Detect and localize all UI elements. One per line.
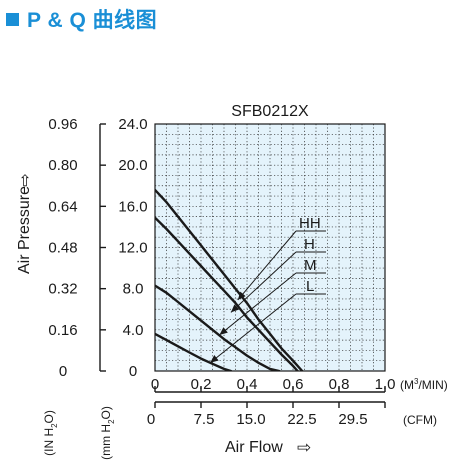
y-tick-label-in: 0 xyxy=(59,363,67,380)
annotation-label-hh: HH xyxy=(299,215,321,232)
y-tick-label-in: 0.32 xyxy=(48,281,77,298)
annotation-arrowhead xyxy=(237,291,246,300)
series-line-hh xyxy=(155,188,304,371)
x-tick-label-cfm: 15.0 xyxy=(236,411,265,428)
x-unit-label-m3: (M3/MIN) xyxy=(400,377,448,392)
y-tick-label-in: 0.48 xyxy=(48,240,77,257)
annotation-leader xyxy=(209,293,297,364)
y-tick-label-in: 0.96 xyxy=(48,116,77,133)
annotation-leader xyxy=(230,251,297,313)
y-tick-label-mm: 4.0 xyxy=(123,322,144,339)
x-tick-label-cfm: 7.5 xyxy=(194,411,215,428)
annotation-leader xyxy=(219,272,297,336)
y-tick-label-mm: 8.0 xyxy=(123,281,144,298)
annotation-label-m: M xyxy=(304,257,317,274)
y-unit-label-mm: (mm H2O) xyxy=(99,406,116,460)
y-unit-label-mm-main: (mm H xyxy=(99,424,113,460)
x-tick-label-m3: 0.4 xyxy=(237,376,258,393)
series-line-l xyxy=(155,332,233,371)
plot-frame xyxy=(154,123,386,372)
y-tick-label-mm: 0 xyxy=(129,363,137,380)
x-tick-label-cfm: 22.5 xyxy=(287,411,316,428)
y-axis-title: Air Pressure xyxy=(16,186,33,274)
annotation-arrowhead xyxy=(230,304,240,313)
x-axis-title: Air Flow xyxy=(225,439,283,456)
y-tick-label-mm: 24.0 xyxy=(118,116,147,133)
x-unit-main: (M xyxy=(400,378,414,392)
y-unit-label-in: (IN H2O) xyxy=(42,410,59,456)
chart-title: SFB0212X xyxy=(231,103,309,120)
series-line-h xyxy=(155,216,299,371)
title-square-icon xyxy=(6,12,19,26)
x-unit-tail: /MIN) xyxy=(418,378,447,392)
x-tick-label-m3: 0 xyxy=(151,376,159,393)
x-axis-arrow-icon: ⇨ xyxy=(297,438,311,457)
y-unit-label-in-sub: 2 xyxy=(50,423,59,428)
y-axis-arrow-icon: ⇨ xyxy=(17,173,34,186)
x-unit-sup: 3 xyxy=(414,377,419,386)
x-tick-label-m3: 0.8 xyxy=(329,376,350,393)
x-tick-label-cfm: 0 xyxy=(147,411,155,428)
y-tick-label-in: 0.64 xyxy=(48,198,77,215)
x-unit-label-cfm: (CFM) xyxy=(403,413,437,427)
x-tick-label-m3: 0.2 xyxy=(191,376,212,393)
y-unit-label-mm-tail: O) xyxy=(99,406,113,419)
y-unit-label-in-tail: O) xyxy=(42,410,56,423)
x-tick-label-m3: 0.6 xyxy=(283,376,304,393)
y-unit-label-in-main: (IN H xyxy=(42,428,56,456)
y-tick-label-mm: 16.0 xyxy=(118,198,147,215)
y-tick-label-mm: 12.0 xyxy=(118,240,147,257)
annotation-label-h: H xyxy=(304,236,315,253)
y-tick-label-in: 0.80 xyxy=(48,157,77,174)
y-unit-label-mm-sub: 2 xyxy=(107,419,116,424)
annotation-label-l: L xyxy=(306,278,314,295)
annotation-leader xyxy=(237,230,297,301)
y-tick-label-in: 0.16 xyxy=(48,322,77,339)
page-title-text: P & Q 曲线图 xyxy=(27,9,158,32)
annotation-arrowhead xyxy=(210,355,219,363)
x-tick-label-m3: 1.0 xyxy=(375,376,396,393)
page-title: P & Q 曲线图 xyxy=(6,4,157,34)
annotation-arrowhead xyxy=(219,327,228,335)
series-line-m xyxy=(155,284,281,371)
y-tick-label-mm: 20.0 xyxy=(118,157,147,174)
x-tick-label-cfm: 29.5 xyxy=(338,411,367,428)
